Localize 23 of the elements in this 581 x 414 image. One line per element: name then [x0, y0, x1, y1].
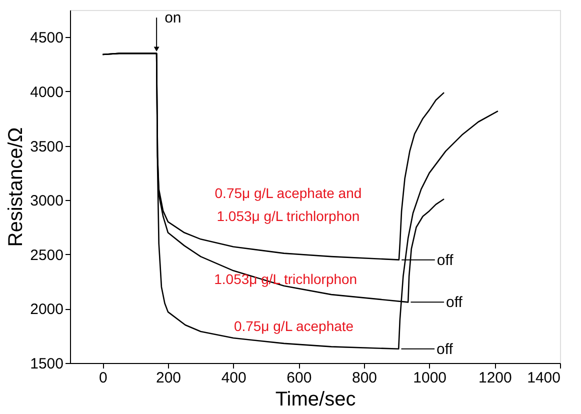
y-tick-label: 4000 — [30, 84, 64, 101]
y-tick-label: 3500 — [30, 138, 64, 156]
annotation: off — [436, 340, 454, 358]
x-tick-label: 1200 — [478, 370, 512, 386]
y-tick-label: 1500 — [30, 356, 64, 372]
y-tick-label: 3000 — [30, 192, 64, 210]
x-tick-label: 200 — [156, 370, 182, 386]
y-axis-title: Resistance/Ω — [5, 127, 28, 247]
annotation: off — [436, 252, 454, 269]
x-axis-title: Time/sec — [275, 388, 356, 410]
annotation: off — [446, 294, 464, 312]
series-label: 0.75μ g/L acephate and 1.053μ g/L trichlorphon — [214, 184, 362, 224]
x-tick-label: 1400 — [527, 370, 560, 386]
y-tick-label: 2500 — [30, 246, 64, 264]
annotation: on — [164, 10, 182, 27]
x-tick-label: 400 — [221, 370, 246, 386]
x-tick-label: 800 — [352, 370, 378, 386]
y-tick-label: 4500 — [30, 30, 64, 47]
series-label: 0.75μ g/L acephate — [234, 318, 354, 334]
x-tick-label: 600 — [286, 370, 312, 386]
x-tick-label: 1000 — [413, 370, 447, 386]
y-tick-label: 2000 — [30, 301, 64, 318]
x-tick-label: 0 — [98, 370, 108, 386]
